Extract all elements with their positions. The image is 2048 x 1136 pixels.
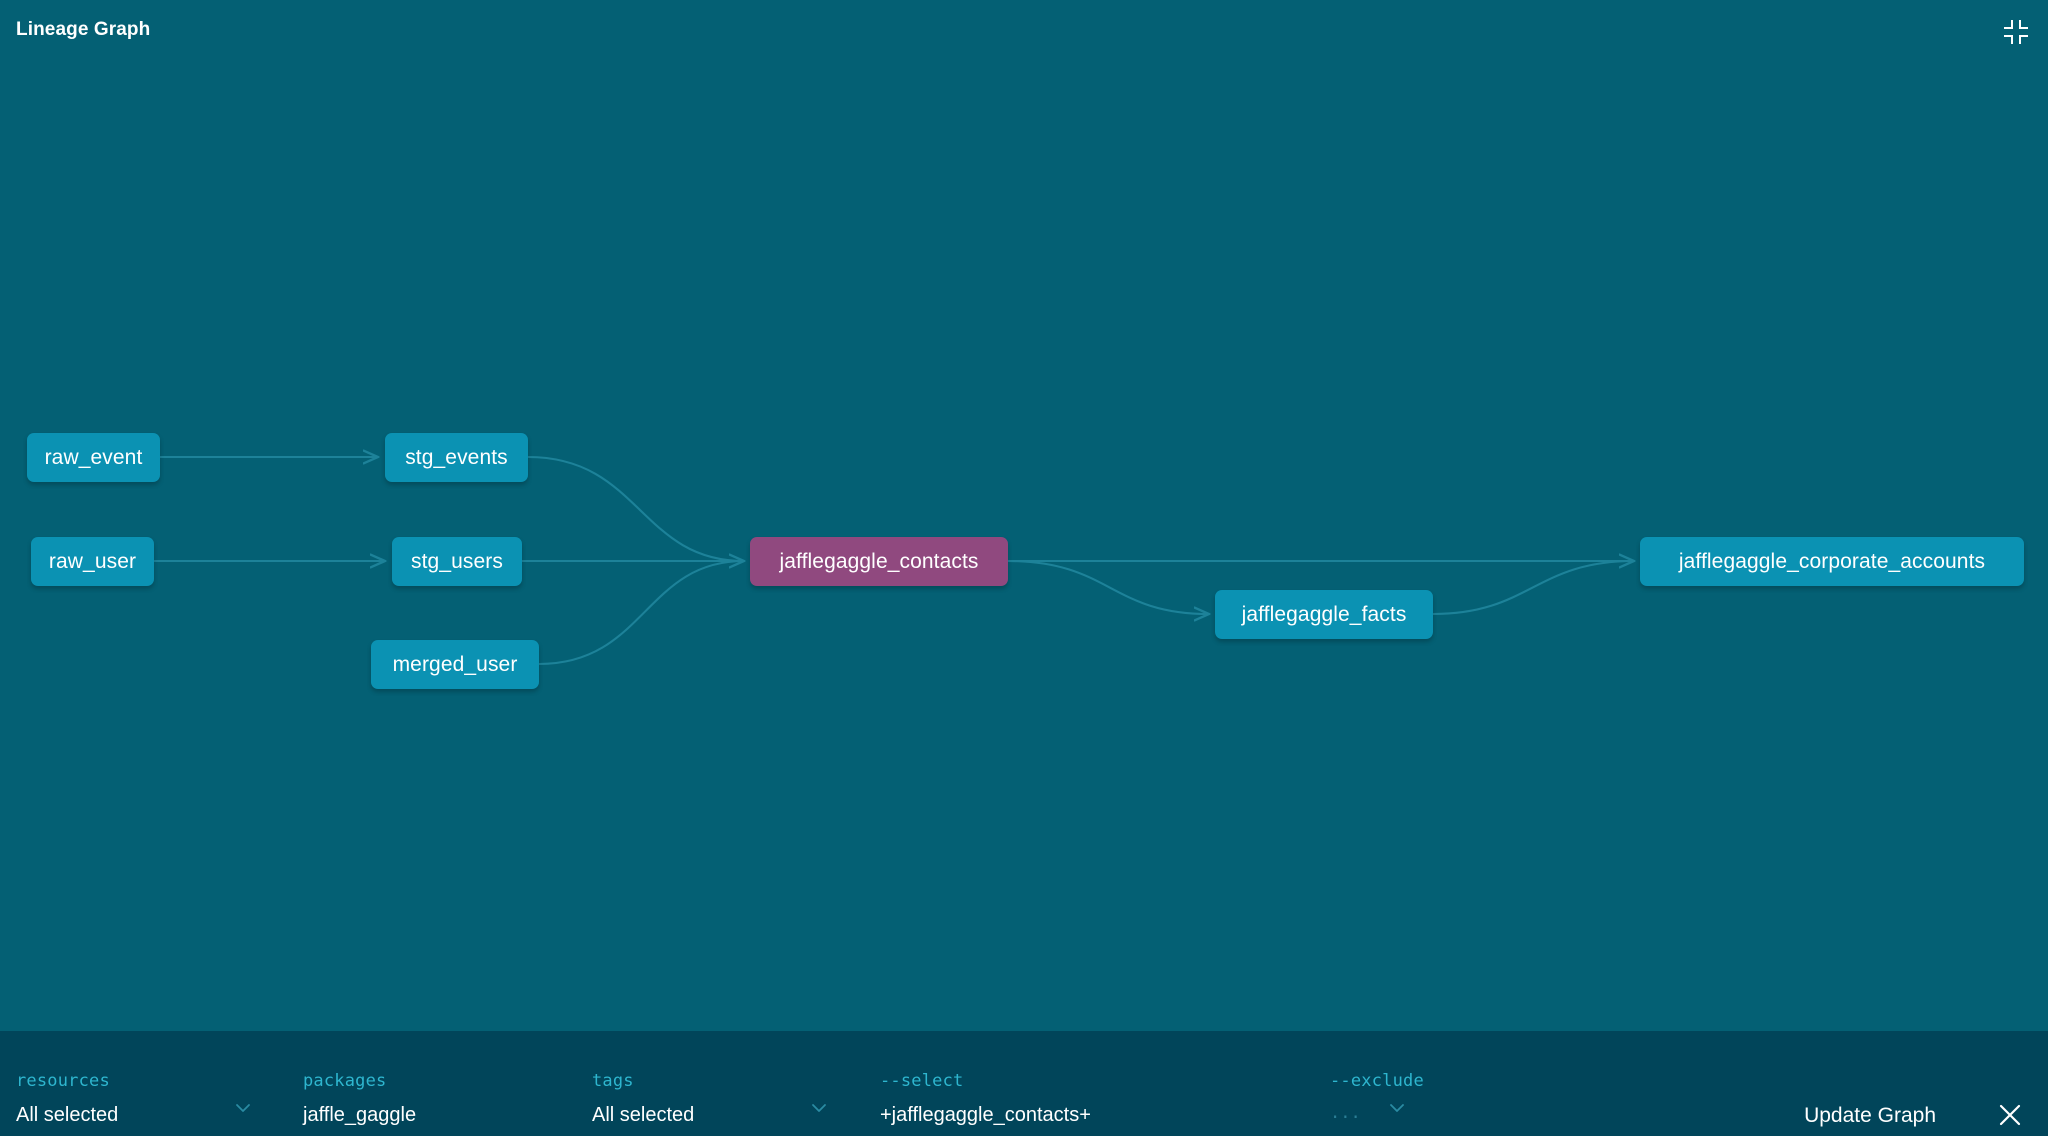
exclude-flag-label: --exclude bbox=[1330, 1071, 1424, 1091]
node-label: raw_event bbox=[44, 446, 143, 469]
chevron-down-icon[interactable] bbox=[808, 1097, 830, 1119]
graph-control-bar: resources All selected packages jaffle_g… bbox=[0, 1031, 2048, 1136]
packages-label: packages bbox=[303, 1071, 387, 1091]
packages-select[interactable]: jaffle_gaggle bbox=[303, 1104, 417, 1126]
graph-edge-layer bbox=[154, 0, 2048, 666]
graph-node-stg_users[interactable]: stg_users bbox=[392, 537, 522, 586]
edge-stg_events-contacts bbox=[527, 455, 745, 563]
close-icon[interactable] bbox=[1994, 1099, 2026, 1131]
control-group-tags: tags All selected bbox=[592, 1031, 1404, 1136]
node-label: stg_events bbox=[405, 446, 508, 469]
node-label: stg_users bbox=[411, 550, 503, 573]
node-label: merged_user bbox=[392, 653, 518, 676]
collapse-fullscreen-icon[interactable] bbox=[2000, 16, 2032, 48]
graph-node-merged_user[interactable]: merged_user bbox=[371, 640, 539, 689]
select-input[interactable]: +jafflegaggle_contacts+ bbox=[880, 1104, 1091, 1126]
graph-node-stg_events[interactable]: stg_events bbox=[385, 433, 528, 482]
node-label: raw_user bbox=[48, 550, 137, 573]
resources-label: resources bbox=[16, 1071, 110, 1091]
chevron-down-icon[interactable] bbox=[1386, 1097, 1408, 1119]
control-group-select: --select +jafflegaggle_contacts+ bbox=[880, 1031, 1320, 1136]
graph-node-jafflegaggle_corporate_accounts[interactable]: jafflegaggle_corporate_accounts bbox=[1640, 537, 2024, 586]
node-label: jafflegaggle_contacts bbox=[779, 550, 979, 573]
control-group-resources: resources All selected bbox=[16, 1031, 250, 1136]
control-group-packages: packages jaffle_gaggle bbox=[303, 1031, 826, 1136]
edge-facts-corporate bbox=[1432, 559, 1635, 616]
edge-contacts-facts bbox=[1007, 559, 1209, 614]
edge-merged_user-contacts bbox=[538, 559, 745, 666]
graph-node-jafflegaggle_facts[interactable]: jafflegaggle_facts bbox=[1215, 590, 1433, 639]
resources-select[interactable]: All selected bbox=[16, 1104, 119, 1126]
graph-node-jafflegaggle_contacts[interactable]: jafflegaggle_contacts bbox=[750, 537, 1008, 586]
panel-header: Lineage Graph bbox=[0, 0, 2048, 66]
graph-node-raw_user[interactable]: raw_user bbox=[31, 537, 154, 586]
page-title: Lineage Graph bbox=[16, 19, 151, 40]
node-label: jafflegaggle_corporate_accounts bbox=[1678, 550, 1986, 573]
update-graph-button[interactable]: Update Graph bbox=[1804, 1104, 1936, 1127]
lineage-graph-canvas[interactable]: raw_event raw_user stg_events stg_users … bbox=[0, 0, 2048, 1031]
control-group-exclude: --exclude ... bbox=[1330, 1031, 1770, 1136]
graph-node-raw_event[interactable]: raw_event bbox=[27, 433, 160, 482]
tags-select[interactable]: All selected bbox=[592, 1104, 695, 1126]
node-label: jafflegaggle_facts bbox=[1241, 603, 1407, 626]
select-flag-label: --select bbox=[880, 1071, 964, 1091]
chevron-down-icon[interactable] bbox=[232, 1097, 254, 1119]
exclude-input[interactable]: ... bbox=[1330, 1103, 1361, 1123]
tags-label: tags bbox=[592, 1071, 634, 1091]
